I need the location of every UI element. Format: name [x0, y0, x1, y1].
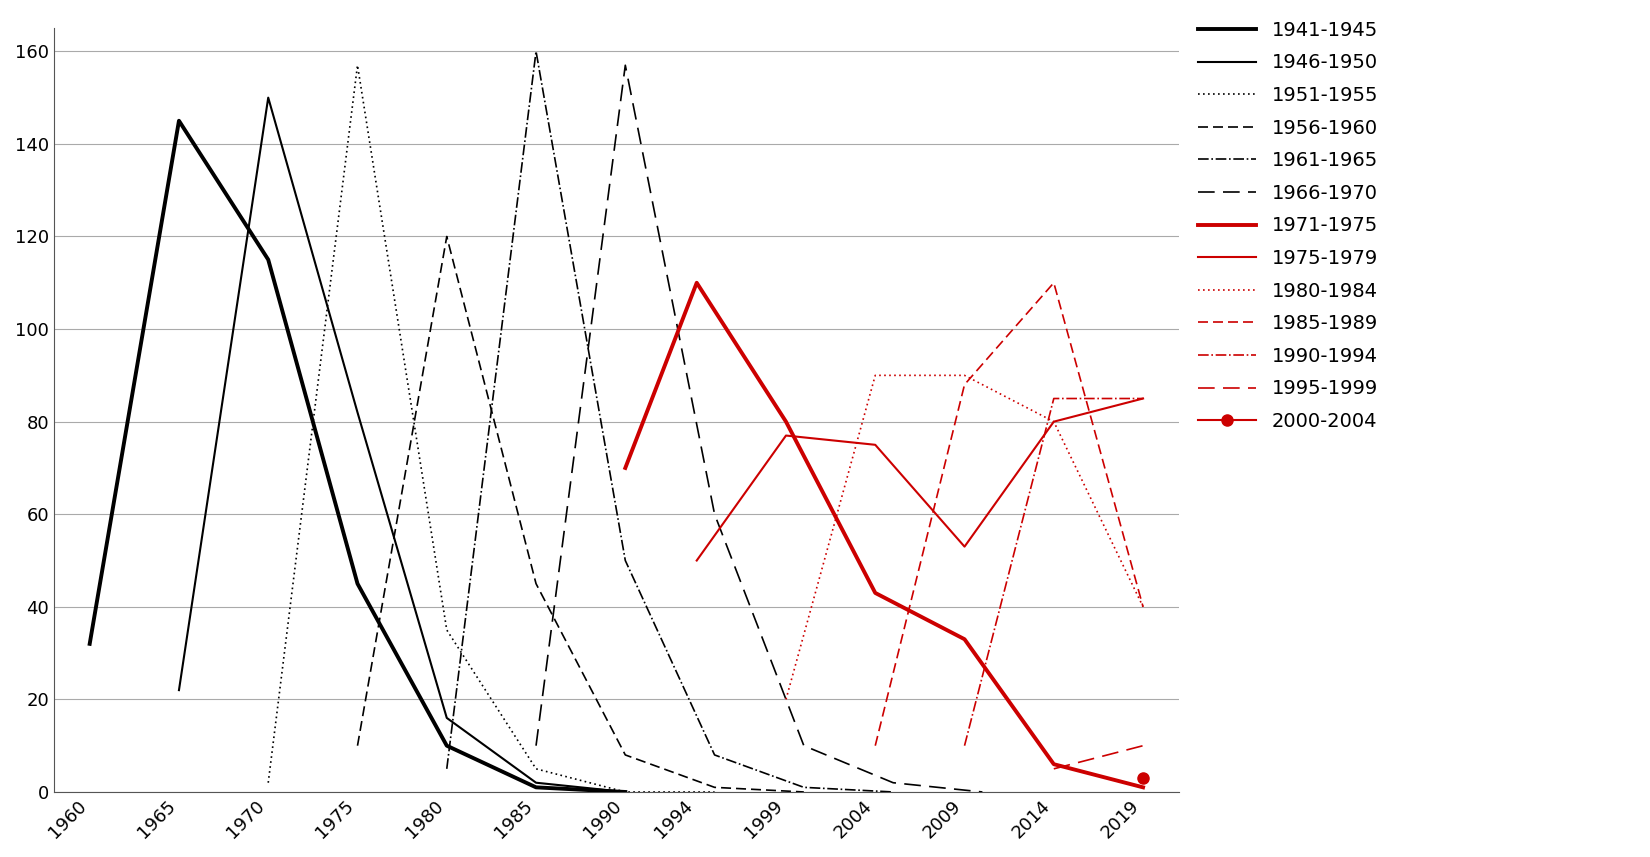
Legend: 1941-1945, 1946-1950, 1951-1955, 1956-1960, 1961-1965, 1966-1970, 1971-1975, 197: 1941-1945, 1946-1950, 1951-1955, 1956-19… — [1190, 13, 1386, 439]
